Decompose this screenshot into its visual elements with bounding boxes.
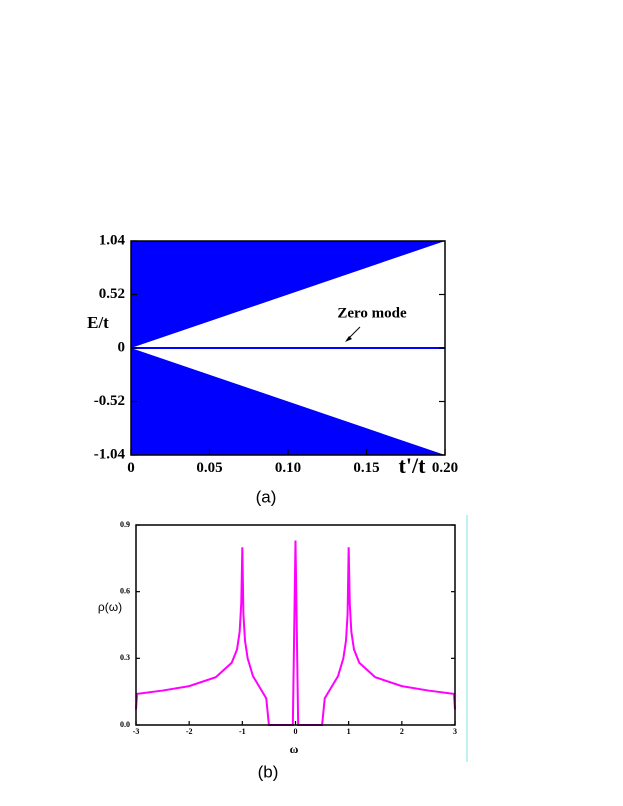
x-axis-label: t'/t <box>399 453 427 478</box>
y-tick-label: 0.6 <box>120 586 130 595</box>
x-tick-label: 0.05 <box>196 460 222 476</box>
x-tick-label: -1 <box>239 727 246 736</box>
y-tick-label: 1.04 <box>99 232 126 248</box>
y-tick-label: 0.3 <box>120 653 130 662</box>
annotation-arrowhead <box>345 336 352 342</box>
x-tick-label: 1 <box>347 727 351 736</box>
x-tick-label: 0.20 <box>432 460 458 476</box>
x-tick-label: 3 <box>453 727 457 736</box>
y-tick-label: 0.52 <box>99 286 125 302</box>
x-tick-label: 2 <box>400 727 404 736</box>
area <box>131 348 445 455</box>
area <box>131 241 445 348</box>
y-tick-label: 0 <box>118 339 126 355</box>
y-tick-label: 0.9 <box>120 520 130 529</box>
y-axis-label: E/t <box>87 313 109 332</box>
x-axis-label: ω <box>290 742 299 756</box>
x-tick-label: 0.10 <box>275 460 301 476</box>
x-tick-label: -2 <box>186 727 193 736</box>
annotation: Zero mode <box>337 305 407 321</box>
x-tick-label: 0.15 <box>353 460 379 476</box>
line <box>135 540 456 726</box>
y-tick-label: 0.0 <box>120 720 130 729</box>
y-axis-label: ρ(ω) <box>98 600 122 614</box>
y-tick-label: -0.52 <box>94 393 125 409</box>
x-tick-label: 0 <box>127 460 135 476</box>
y-tick-label: -1.04 <box>94 446 126 462</box>
caption: (a) <box>256 487 277 506</box>
caption: (b) <box>258 762 279 781</box>
x-tick-label: 0 <box>294 727 298 736</box>
x-tick-label: -3 <box>133 727 140 736</box>
